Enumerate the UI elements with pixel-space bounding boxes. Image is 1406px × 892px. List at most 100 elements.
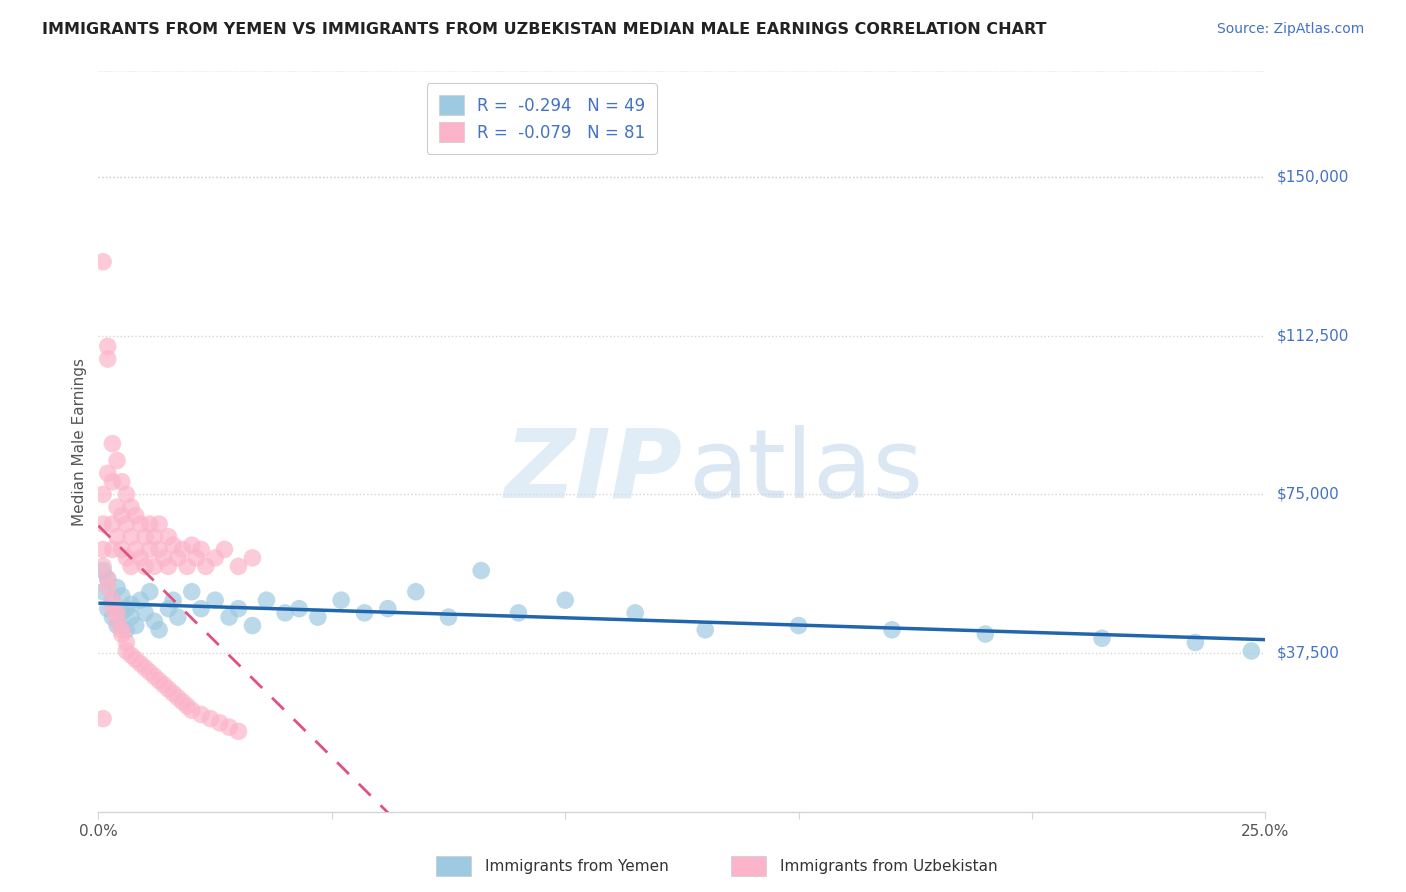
Point bbox=[105, 606, 128, 620]
Point bbox=[115, 601, 138, 615]
Point bbox=[157, 559, 180, 574]
Point bbox=[97, 572, 120, 586]
Point bbox=[172, 695, 194, 709]
Point bbox=[148, 673, 170, 688]
Point bbox=[125, 652, 148, 666]
Point bbox=[143, 669, 166, 683]
Point bbox=[214, 542, 236, 557]
Text: ZIP: ZIP bbox=[503, 425, 682, 517]
Point bbox=[101, 610, 124, 624]
Point bbox=[111, 606, 134, 620]
Point bbox=[228, 601, 250, 615]
Point bbox=[125, 542, 148, 557]
Point bbox=[120, 559, 142, 574]
Point bbox=[91, 559, 114, 574]
Point bbox=[115, 550, 138, 565]
Point bbox=[120, 530, 142, 544]
Point bbox=[111, 542, 134, 557]
Text: $75,000: $75,000 bbox=[1277, 487, 1340, 502]
Point bbox=[166, 550, 188, 565]
Point bbox=[134, 606, 156, 620]
Point bbox=[129, 550, 152, 565]
Point bbox=[105, 581, 128, 595]
Point bbox=[162, 538, 184, 552]
Point bbox=[242, 550, 264, 565]
Text: Immigrants from Yemen: Immigrants from Yemen bbox=[485, 859, 669, 873]
Text: Source: ZipAtlas.com: Source: ZipAtlas.com bbox=[1216, 22, 1364, 37]
Point bbox=[120, 648, 142, 663]
Point bbox=[180, 538, 202, 552]
Point bbox=[115, 516, 138, 531]
Point bbox=[470, 564, 492, 578]
Point bbox=[204, 550, 226, 565]
Legend: R =  -0.294   N = 49, R =  -0.079   N = 81: R = -0.294 N = 49, R = -0.079 N = 81 bbox=[427, 83, 657, 154]
Point bbox=[139, 516, 162, 531]
Point bbox=[105, 500, 128, 515]
Point bbox=[1091, 632, 1114, 646]
Point bbox=[129, 516, 152, 531]
Point bbox=[228, 724, 250, 739]
Point bbox=[143, 530, 166, 544]
Point bbox=[256, 593, 278, 607]
Point bbox=[274, 606, 297, 620]
Point bbox=[172, 542, 194, 557]
Point bbox=[190, 601, 212, 615]
Point bbox=[176, 698, 198, 713]
Point bbox=[508, 606, 530, 620]
Point bbox=[111, 589, 134, 603]
Point bbox=[101, 542, 124, 557]
Point bbox=[134, 661, 156, 675]
Point bbox=[120, 610, 142, 624]
Point bbox=[129, 593, 152, 607]
Point bbox=[129, 657, 152, 671]
Point bbox=[115, 644, 138, 658]
Point bbox=[101, 475, 124, 489]
Point bbox=[91, 584, 114, 599]
Point bbox=[120, 598, 142, 612]
Point bbox=[157, 681, 180, 696]
Point bbox=[307, 610, 329, 624]
Text: $37,500: $37,500 bbox=[1277, 646, 1340, 661]
Point bbox=[157, 601, 180, 615]
Point bbox=[134, 530, 156, 544]
Point bbox=[152, 678, 174, 692]
Point bbox=[204, 593, 226, 607]
Point bbox=[143, 559, 166, 574]
Point bbox=[353, 606, 375, 620]
Point bbox=[148, 516, 170, 531]
Point bbox=[695, 623, 717, 637]
Point bbox=[101, 436, 124, 450]
Text: Immigrants from Uzbekistan: Immigrants from Uzbekistan bbox=[780, 859, 998, 873]
Point bbox=[125, 618, 148, 632]
Point bbox=[157, 530, 180, 544]
Point bbox=[97, 467, 120, 481]
Point bbox=[190, 707, 212, 722]
Point bbox=[624, 606, 647, 620]
Point bbox=[218, 720, 240, 734]
Point bbox=[115, 635, 138, 649]
Point bbox=[105, 618, 128, 632]
Point bbox=[554, 593, 576, 607]
Point bbox=[91, 542, 114, 557]
Point bbox=[97, 339, 120, 353]
Point bbox=[180, 584, 202, 599]
Point bbox=[91, 564, 114, 578]
Point bbox=[111, 627, 134, 641]
Point bbox=[111, 623, 134, 637]
Text: $112,500: $112,500 bbox=[1277, 328, 1348, 343]
Point bbox=[974, 627, 997, 641]
Point bbox=[162, 686, 184, 700]
Point bbox=[1240, 644, 1263, 658]
Point bbox=[143, 615, 166, 629]
Point bbox=[176, 559, 198, 574]
Point bbox=[97, 572, 120, 586]
Point bbox=[120, 500, 142, 515]
Point bbox=[105, 530, 128, 544]
Point bbox=[880, 623, 903, 637]
Point bbox=[139, 665, 162, 679]
Point bbox=[105, 615, 128, 629]
Point bbox=[97, 581, 120, 595]
Point bbox=[111, 508, 134, 523]
Point bbox=[288, 601, 311, 615]
Point bbox=[377, 601, 399, 615]
